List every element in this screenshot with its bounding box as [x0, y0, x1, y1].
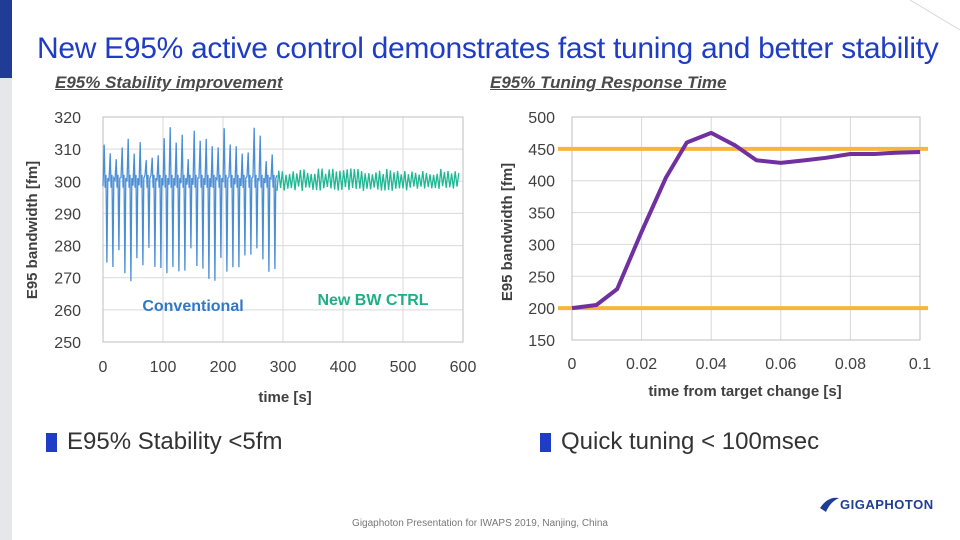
left-y-tick-label: 320 — [54, 110, 81, 127]
gigaphoton-logo: GIGAPHOTON — [818, 494, 934, 514]
right-y-tick-label: 300 — [528, 237, 555, 254]
right-axes: 150 200 250 300 350 400 450 500 0 0.02 0.04 0.06 0.0… — [528, 110, 931, 373]
right-y-tick-label: 150 — [528, 333, 555, 350]
left-y-tick-label: 250 — [54, 335, 81, 352]
left-plot-frame — [102, 116, 464, 343]
bullet-stability: E95% Stability <5fm — [46, 428, 282, 456]
right-chart-title: E95% Tuning Response Time — [490, 73, 727, 92]
right-y-tick-label: 450 — [528, 142, 555, 159]
right-x-tick-label: 0.02 — [626, 356, 657, 373]
bullet-tuning: Quick tuning < 100msec — [540, 428, 819, 456]
left-y-tick-label: 290 — [54, 206, 81, 223]
annotation-conventional: Conventional — [142, 298, 243, 315]
left-x-axis-label: time [s] — [258, 389, 311, 406]
logo-text: GIGAPHOTON — [840, 496, 934, 512]
left-series — [102, 127, 460, 282]
left-x-tick-label: 100 — [150, 359, 177, 376]
bullet-square-icon — [46, 432, 57, 452]
right-y-tick-label: 200 — [528, 301, 555, 318]
right-limit-lines — [558, 146, 928, 311]
annotation-new-bw-ctrl: New BW CTRL — [317, 292, 428, 309]
corner-decoration — [909, 0, 960, 31]
right-plot-frame — [571, 116, 921, 341]
left-decor-bar — [0, 0, 12, 540]
left-axes: 250 260 270 280 290 300 310 320 0 100 200 300 400 500… — [54, 110, 476, 376]
right-x-tick-label: 0 — [568, 356, 577, 373]
right-y-tick-label: 350 — [528, 206, 555, 223]
left-x-tick-label: 500 — [390, 359, 417, 376]
left-x-tick-label: 0 — [99, 359, 108, 376]
left-x-tick-label: 300 — [270, 359, 297, 376]
left-x-tick-label: 600 — [450, 359, 477, 376]
new-bw-ctrl-series-line — [276, 168, 460, 191]
bullet-stability-text: E95% Stability <5fm — [67, 428, 283, 455]
left-y-tick-label: 260 — [54, 303, 81, 320]
right-y-axis-label: E95 bandwidth [fm] — [499, 163, 516, 301]
bullet-square-icon — [540, 432, 551, 452]
right-y-tick-label: 400 — [528, 174, 555, 191]
left-y-tick-label: 310 — [54, 142, 81, 159]
right-x-axis-label: time from target change [s] — [648, 383, 841, 400]
left-x-tick-label: 200 — [210, 359, 237, 376]
left-y-tick-label: 300 — [54, 174, 81, 191]
footer-text: Gigaphoton Presentation for IWAPS 2019, … — [352, 518, 608, 529]
right-y-tick-label: 500 — [528, 110, 555, 127]
slide-title: New E95% active control demonstrates fas… — [37, 32, 939, 65]
logo-swoosh-icon — [820, 497, 839, 512]
conventional-series-line — [102, 127, 278, 282]
right-x-tick-label: 0.08 — [835, 356, 866, 373]
right-series — [571, 130, 921, 311]
bullet-tuning-text: Quick tuning < 100msec — [561, 428, 820, 455]
left-chart-title: E95% Stability improvement — [55, 73, 283, 92]
tuning-response-line — [571, 130, 921, 311]
left-x-tick-label: 400 — [330, 359, 357, 376]
left-y-tick-label: 280 — [54, 239, 81, 256]
right-x-tick-label: 0.1 — [909, 356, 931, 373]
left-gridlines — [102, 116, 464, 343]
left-y-axis-label: E95 bandwidth [fm] — [24, 161, 41, 299]
right-x-tick-label: 0.04 — [696, 356, 727, 373]
left-accent-bar — [0, 0, 12, 78]
right-y-tick-label: 250 — [528, 269, 555, 286]
left-y-tick-label: 270 — [54, 271, 81, 288]
right-x-tick-label: 0.06 — [765, 356, 796, 373]
